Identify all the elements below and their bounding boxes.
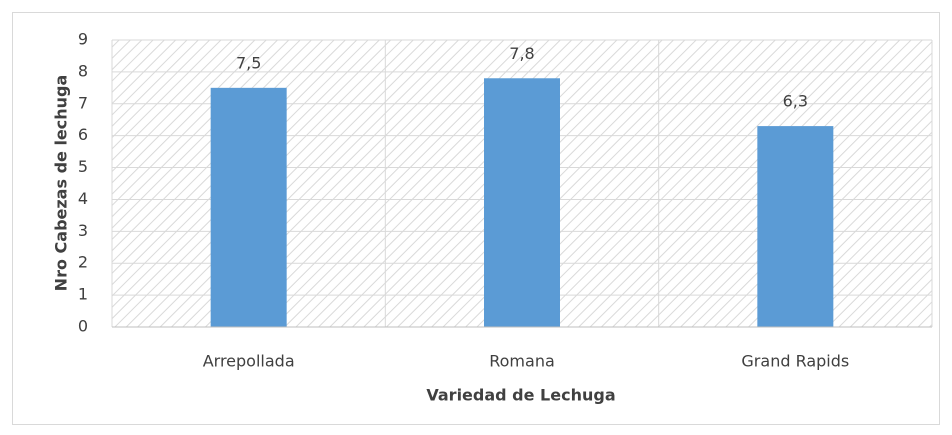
y-tick-label: 2 (78, 253, 88, 272)
bar (484, 78, 560, 328)
bar (757, 126, 834, 327)
y-tick-label: 0 (78, 317, 88, 336)
y-tick-label: 7 (78, 93, 88, 112)
y-tick-label: 9 (78, 30, 88, 49)
x-tick-label: Arrepollada (203, 352, 295, 371)
x-tick-label: Romana (489, 352, 555, 371)
y-tick-label: 6 (78, 125, 88, 144)
y-tick-label: 8 (78, 61, 88, 80)
y-axis-title: Nro Cabezas de lechuga (52, 75, 71, 292)
x-tick-label: Grand Rapids (741, 352, 849, 371)
data-label: 7,8 (509, 44, 534, 63)
y-tick-label: 4 (78, 189, 88, 208)
x-axis-title: Variedad de Lechuga (426, 386, 615, 405)
bar (210, 87, 287, 327)
data-label: 6,3 (783, 92, 808, 111)
data-label: 7,5 (236, 53, 261, 72)
y-tick-label: 1 (78, 285, 88, 304)
y-tick-label: 3 (78, 221, 88, 240)
y-tick-label: 5 (78, 157, 88, 176)
